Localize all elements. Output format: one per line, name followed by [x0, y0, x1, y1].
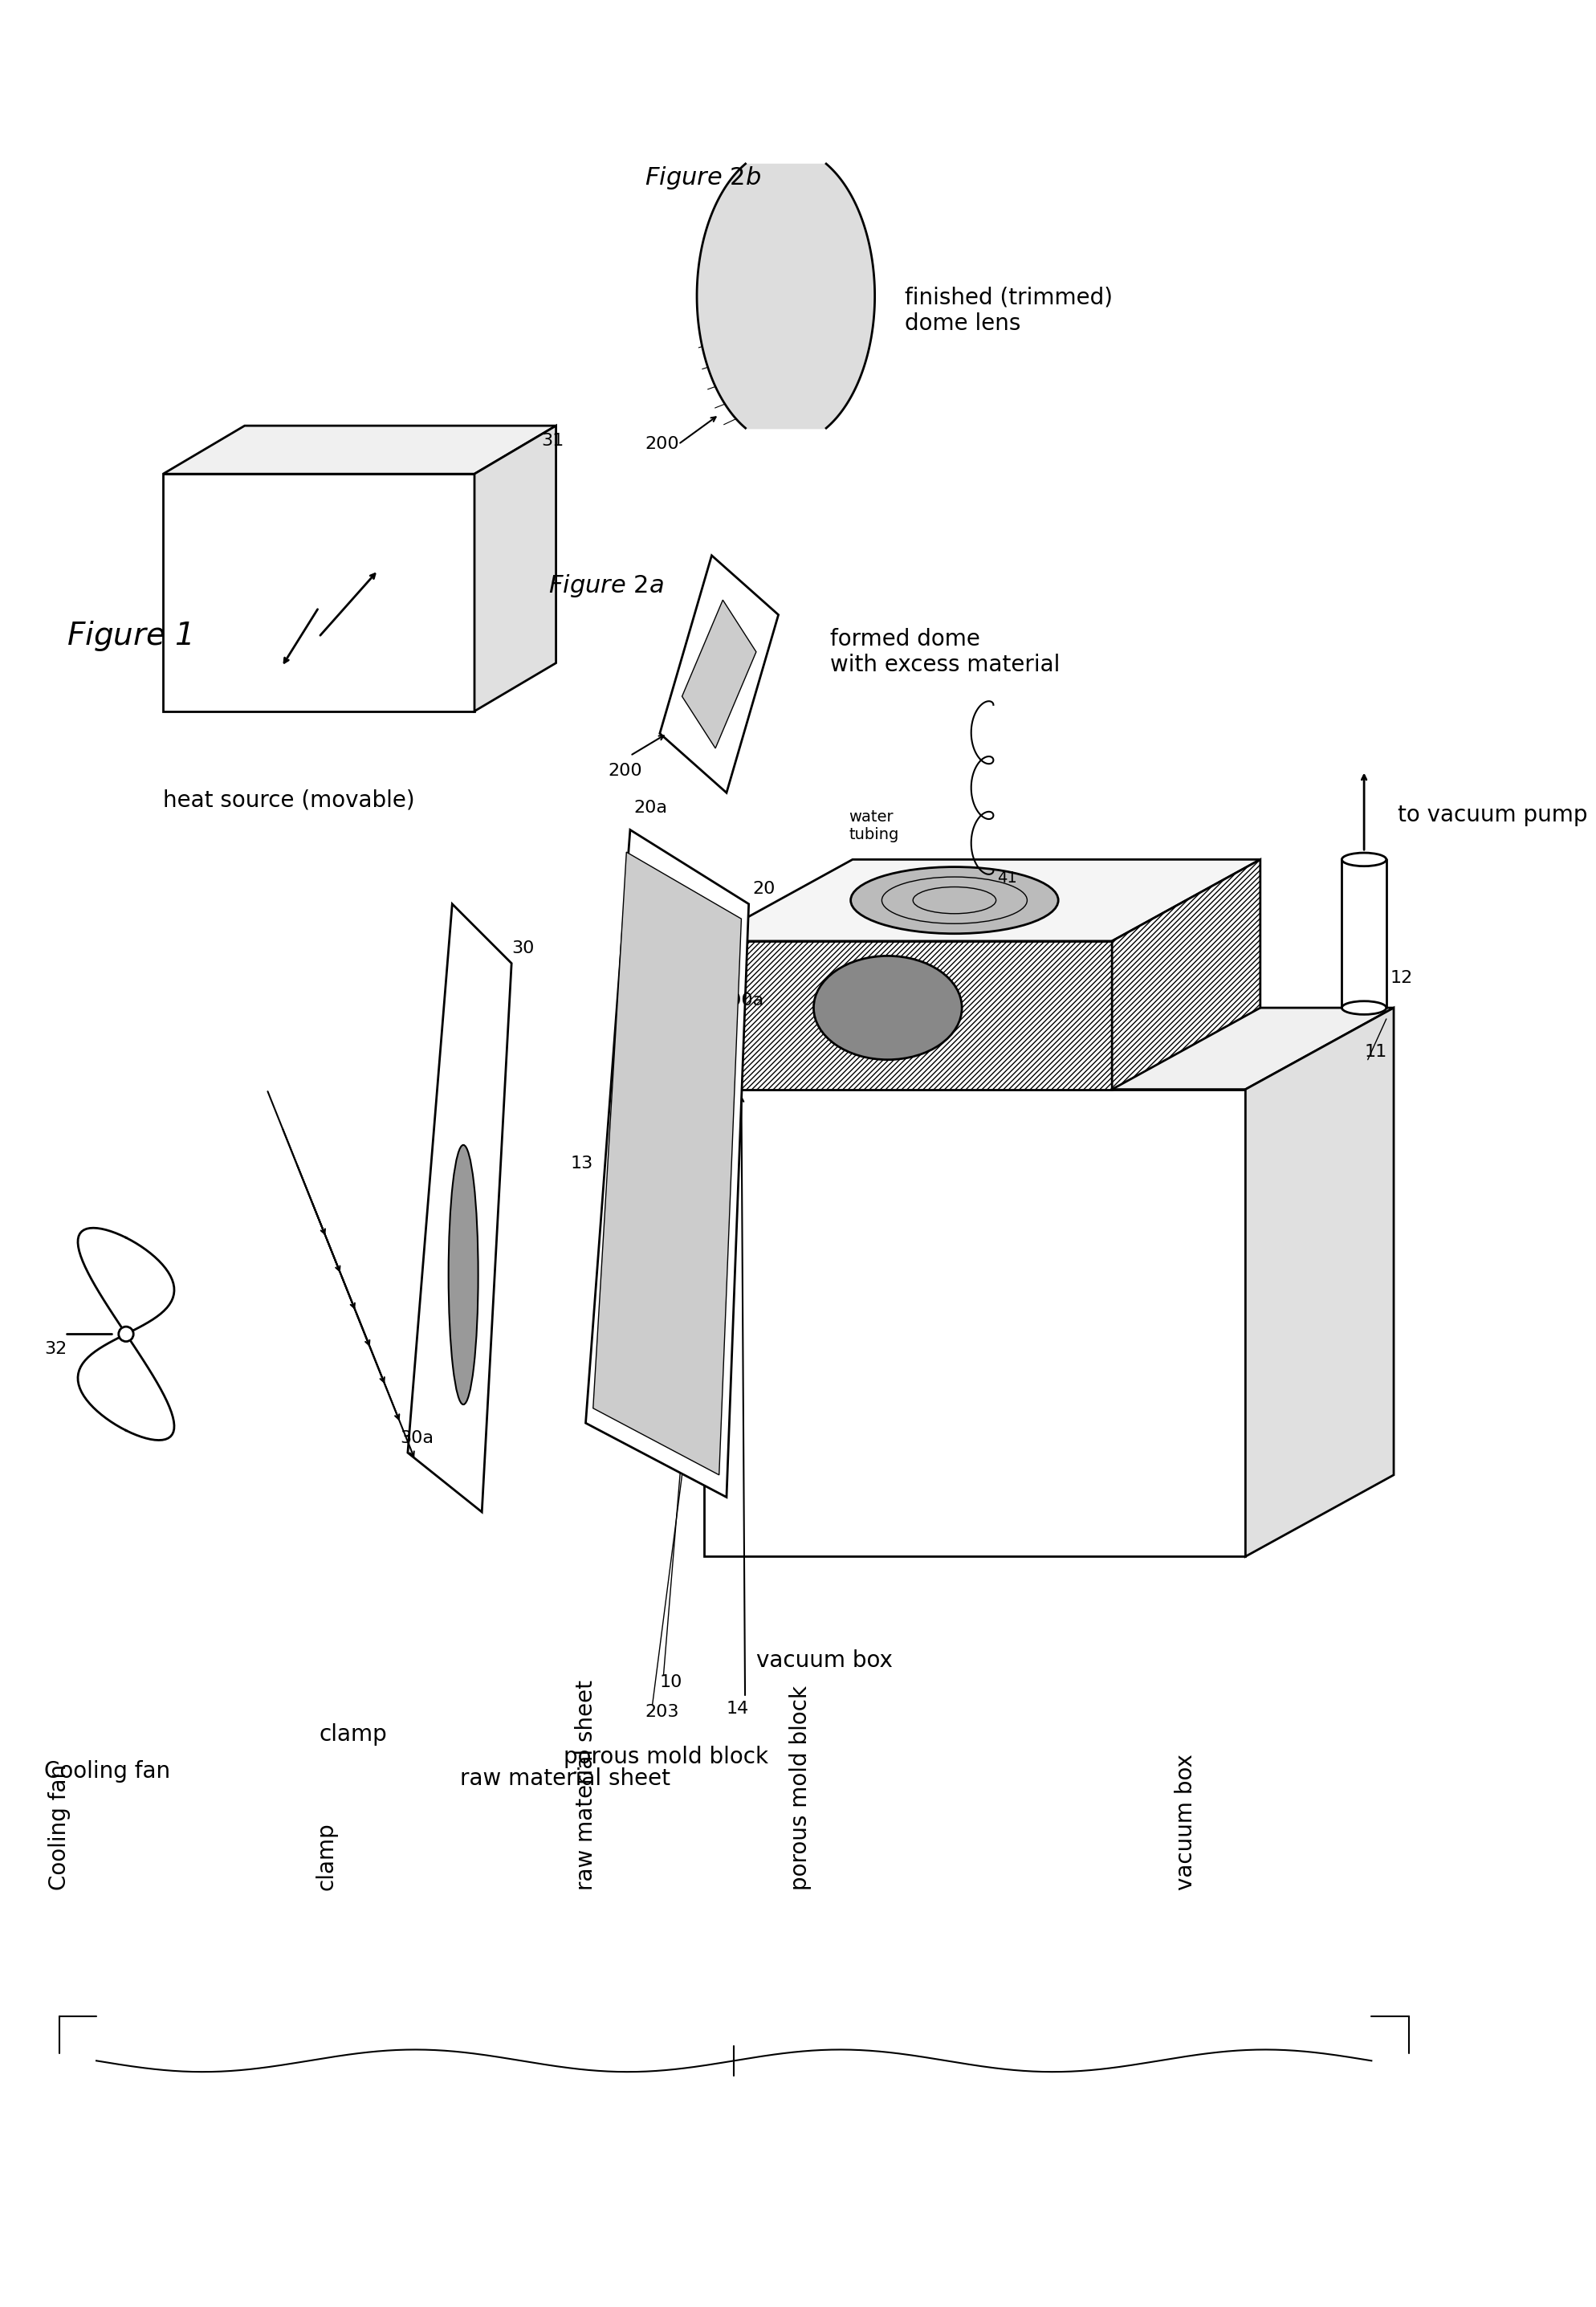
Text: 10: 10 [659, 1675, 683, 1691]
Text: 32: 32 [45, 1340, 67, 1357]
Text: clamp: clamp [319, 1723, 386, 1746]
Text: 30: 30 [512, 941, 535, 957]
Ellipse shape [814, 955, 962, 1059]
Ellipse shape [118, 1327, 134, 1340]
Text: raw material sheet: raw material sheet [460, 1767, 670, 1790]
Polygon shape [407, 904, 512, 1511]
Text: 31: 31 [541, 431, 563, 448]
Text: formed dome
with excess material: formed dome with excess material [830, 628, 1060, 676]
Text: clamp: clamp [314, 1823, 337, 1889]
Text: porous mold block: porous mold block [563, 1746, 768, 1767]
Text: 30a: 30a [401, 1430, 434, 1446]
Polygon shape [704, 861, 1261, 941]
Text: 100a: 100a [720, 992, 764, 1008]
Text: 12: 12 [1390, 971, 1412, 985]
Text: 13: 13 [571, 1156, 594, 1172]
Text: heat source (movable): heat source (movable) [163, 789, 415, 812]
Ellipse shape [448, 1144, 479, 1405]
Polygon shape [474, 427, 555, 711]
Text: $\mathit{Figure\ 2a}$: $\mathit{Figure\ 2a}$ [549, 572, 664, 600]
Text: Cooling fan: Cooling fan [48, 1765, 70, 1889]
Ellipse shape [1342, 854, 1387, 865]
Polygon shape [1112, 861, 1261, 1089]
Text: Cooling fan: Cooling fan [45, 1760, 171, 1783]
Polygon shape [704, 941, 1112, 1089]
Text: 200: 200 [645, 436, 680, 452]
Polygon shape [78, 1237, 174, 1430]
Text: porous mold block: porous mold block [790, 1686, 812, 1889]
Polygon shape [704, 1089, 1245, 1557]
Polygon shape [681, 600, 757, 747]
Ellipse shape [851, 867, 1058, 934]
Text: to vacuum pump: to vacuum pump [1398, 803, 1588, 826]
Polygon shape [78, 1227, 174, 1440]
Polygon shape [594, 851, 742, 1474]
Text: 20: 20 [752, 881, 776, 897]
Text: 11: 11 [1365, 1045, 1387, 1061]
Polygon shape [1245, 1008, 1393, 1557]
Text: 41: 41 [998, 870, 1017, 886]
Text: 203: 203 [645, 1705, 678, 1721]
Text: raw material sheet: raw material sheet [575, 1679, 597, 1889]
Text: finished (trimmed)
dome lens: finished (trimmed) dome lens [905, 286, 1112, 335]
Text: 14: 14 [726, 1700, 749, 1716]
Text: $\mathit{Figure\ 2b}$: $\mathit{Figure\ 2b}$ [645, 164, 761, 191]
Text: 20a: 20a [634, 801, 667, 817]
Polygon shape [704, 1008, 1393, 1089]
Text: vacuum box: vacuum box [757, 1650, 892, 1673]
Text: water
tubing: water tubing [849, 810, 899, 842]
Text: $\mathit{Figure}$ 1: $\mathit{Figure}$ 1 [67, 618, 192, 653]
Text: 200: 200 [608, 764, 642, 777]
Text: vacuum box: vacuum box [1175, 1753, 1197, 1889]
Polygon shape [659, 556, 779, 794]
Ellipse shape [1342, 1001, 1387, 1015]
Polygon shape [586, 831, 749, 1497]
Polygon shape [163, 427, 555, 473]
Polygon shape [163, 473, 474, 711]
